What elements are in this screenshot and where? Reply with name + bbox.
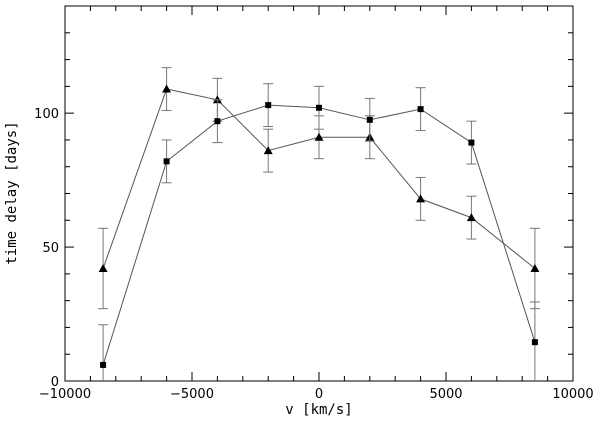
y-tick-label: 100 xyxy=(34,107,59,122)
x-tick-label: 5000 xyxy=(429,387,462,402)
data-point-triangle xyxy=(416,194,426,203)
series-group xyxy=(98,67,540,381)
data-point-triangle xyxy=(466,213,476,222)
data-point-square xyxy=(265,102,272,109)
data-point-square xyxy=(417,106,424,113)
data-point-square xyxy=(100,361,107,368)
data-point-triangle xyxy=(530,264,540,272)
x-tick-label: 10000 xyxy=(552,387,593,402)
x-tick-label: 0 xyxy=(315,387,323,402)
data-point-triangle xyxy=(314,132,324,141)
error-bar xyxy=(98,324,109,381)
data-point-triangle xyxy=(263,146,273,155)
data-point-square xyxy=(316,104,322,111)
data-point-square xyxy=(531,339,538,346)
series-square xyxy=(98,83,540,381)
y-tick-label: 0 xyxy=(51,375,59,390)
x-tick-label: −5000 xyxy=(170,387,214,402)
y-tick-label: 50 xyxy=(42,241,59,256)
data-point-square xyxy=(366,116,373,123)
plot-frame xyxy=(64,5,574,382)
data-point-square xyxy=(468,139,475,146)
data-point-square xyxy=(214,118,221,125)
data-point-square xyxy=(163,158,170,165)
data-point-triangle xyxy=(98,264,108,272)
y-axis-title: time delay [days] xyxy=(4,121,20,264)
data-point-triangle xyxy=(162,84,172,93)
series-triangle xyxy=(98,67,540,310)
axis-ticks: −10000 −5000 0 5000 10000 0 50 100 xyxy=(34,5,594,402)
x-tick-label: −10000 xyxy=(39,387,91,402)
x-axis-title: v [km/s] xyxy=(285,402,352,418)
